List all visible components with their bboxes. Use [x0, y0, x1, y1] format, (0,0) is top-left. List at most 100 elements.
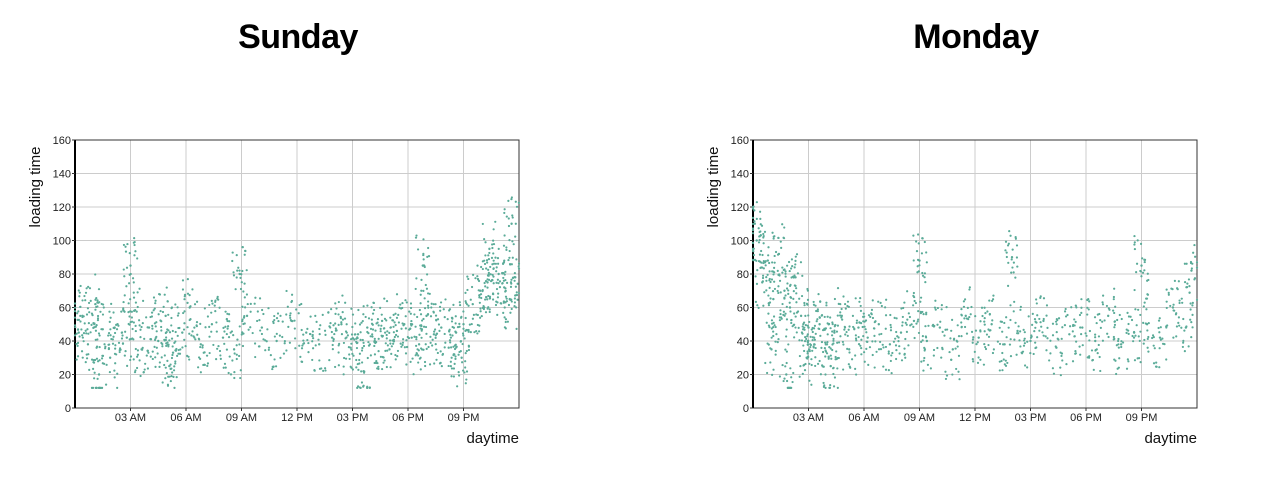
data-point — [1086, 306, 1089, 309]
data-point — [103, 343, 106, 346]
data-point — [1012, 271, 1015, 274]
data-point — [98, 334, 101, 337]
data-point — [956, 324, 959, 327]
data-point — [843, 326, 847, 329]
data-point — [94, 329, 98, 332]
data-point — [174, 362, 177, 365]
data-point — [470, 322, 473, 326]
data-point — [87, 285, 90, 288]
data-point — [424, 325, 428, 329]
data-point — [836, 367, 839, 370]
data-point — [1114, 305, 1117, 308]
data-point — [1022, 339, 1026, 342]
data-point — [913, 299, 916, 303]
data-point — [275, 332, 278, 335]
data-point — [1112, 309, 1115, 312]
data-point — [487, 271, 490, 274]
data-point — [418, 333, 421, 336]
data-point — [133, 371, 137, 374]
data-point — [431, 344, 434, 347]
data-point — [481, 288, 484, 292]
data-point — [1063, 324, 1067, 327]
data-point — [377, 350, 380, 353]
data-point — [767, 324, 771, 327]
data-point — [789, 296, 793, 299]
data-point — [803, 328, 806, 331]
data-point — [788, 306, 792, 309]
data-point — [884, 306, 887, 309]
data-point — [236, 269, 239, 272]
data-point — [275, 317, 279, 320]
y-tick-label: 0 — [65, 403, 71, 415]
data-point — [926, 363, 930, 366]
data-point — [474, 277, 477, 280]
data-point — [476, 332, 479, 335]
data-point — [417, 343, 421, 346]
data-point — [370, 318, 373, 321]
data-point — [1186, 282, 1189, 285]
data-point — [1048, 359, 1051, 362]
data-point — [1014, 237, 1017, 240]
data-point — [293, 327, 296, 330]
data-point — [833, 331, 836, 334]
data-point — [434, 342, 437, 346]
data-point — [1173, 279, 1177, 282]
data-point — [260, 332, 264, 336]
data-point — [281, 320, 284, 323]
data-point — [88, 287, 92, 290]
data-point — [235, 254, 238, 257]
data-point — [458, 350, 461, 354]
data-point — [154, 299, 157, 302]
data-point — [203, 363, 206, 367]
data-point — [464, 366, 467, 369]
data-point — [1019, 305, 1022, 308]
data-point — [172, 369, 176, 372]
data-point — [1134, 334, 1137, 337]
data-point — [342, 341, 346, 345]
data-point — [912, 325, 915, 328]
data-point — [889, 323, 892, 327]
data-point — [130, 316, 133, 319]
data-point — [1101, 320, 1104, 323]
y-tick-label: 80 — [737, 269, 749, 281]
data-point — [88, 311, 91, 314]
data-point — [398, 306, 401, 309]
data-point — [1175, 312, 1178, 315]
data-point — [898, 352, 901, 355]
data-point — [218, 306, 221, 309]
data-point — [800, 294, 804, 298]
data-point — [938, 326, 942, 329]
data-point — [461, 361, 464, 364]
data-point — [420, 324, 423, 328]
data-point — [82, 340, 85, 343]
data-point — [806, 357, 809, 360]
data-point — [1165, 300, 1168, 303]
data-point — [222, 326, 225, 329]
data-point — [806, 339, 809, 343]
data-point — [164, 331, 167, 335]
data-point — [751, 232, 755, 235]
data-point — [350, 348, 353, 351]
data-point — [290, 293, 294, 296]
data-point — [901, 315, 904, 319]
data-point — [418, 308, 421, 312]
data-point — [1057, 338, 1060, 341]
data-point — [772, 321, 775, 325]
data-point — [983, 323, 986, 326]
data-point — [428, 363, 432, 366]
data-point — [451, 325, 454, 329]
data-point — [1006, 244, 1010, 247]
data-point — [1130, 318, 1134, 322]
data-point — [1066, 313, 1069, 317]
data-point — [824, 341, 827, 344]
data-point — [129, 298, 132, 301]
data-point — [254, 355, 257, 359]
data-point — [924, 325, 927, 328]
data-point — [832, 372, 835, 376]
data-point — [381, 367, 384, 371]
data-point — [153, 345, 156, 348]
data-point — [389, 326, 392, 329]
data-point — [101, 354, 104, 357]
data-point — [117, 341, 121, 344]
data-point — [375, 360, 378, 363]
